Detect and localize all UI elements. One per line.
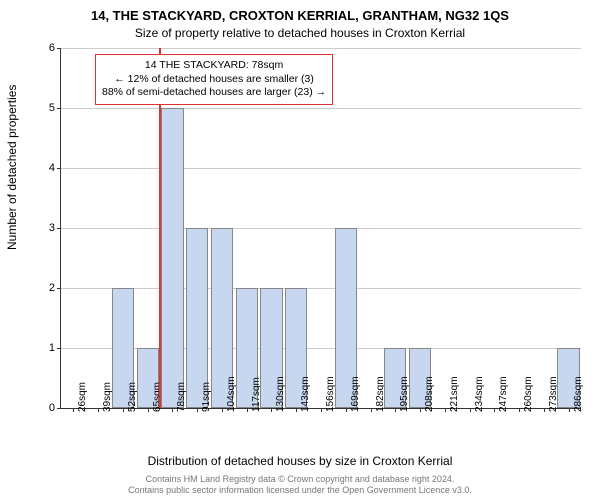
- xtick-label: 169sqm: [350, 376, 361, 412]
- xtick-mark: [371, 408, 372, 412]
- gridline: [61, 288, 581, 289]
- gridline: [61, 48, 581, 49]
- xtick-mark: [172, 408, 173, 412]
- ytick-mark: [57, 228, 61, 229]
- ytick-mark: [57, 288, 61, 289]
- xtick-label: 286sqm: [573, 376, 584, 412]
- xtick-mark: [470, 408, 471, 412]
- chart-footer: Contains HM Land Registry data © Crown c…: [0, 474, 600, 496]
- xtick-label: 234sqm: [474, 376, 485, 412]
- annotation-box: 14 THE STACKYARD: 78sqm ← 12% of detache…: [95, 54, 333, 105]
- ytick-mark: [57, 168, 61, 169]
- xtick-mark: [519, 408, 520, 412]
- annotation-line-3: 88% of semi-detached houses are larger (…: [102, 86, 326, 100]
- ytick-mark: [57, 408, 61, 409]
- gridline: [61, 108, 581, 109]
- xtick-mark: [321, 408, 322, 412]
- footer-line-2: Contains public sector information licen…: [0, 485, 600, 496]
- xtick-mark: [569, 408, 570, 412]
- xtick-mark: [222, 408, 223, 412]
- annotation-line-1: 14 THE STACKYARD: 78sqm: [102, 59, 326, 73]
- ytick-mark: [57, 348, 61, 349]
- xtick-mark: [296, 408, 297, 412]
- xtick-label: 260sqm: [523, 376, 534, 412]
- gridline: [61, 228, 581, 229]
- ytick-mark: [57, 108, 61, 109]
- ytick-mark: [57, 48, 61, 49]
- chart-container: 14, THE STACKYARD, CROXTON KERRIAL, GRAN…: [0, 0, 600, 500]
- xtick-mark: [73, 408, 74, 412]
- plot-area: 012345626sqm39sqm52sqm65sqm78sqm91sqm104…: [60, 48, 581, 409]
- bar: [161, 108, 183, 408]
- xtick-mark: [494, 408, 495, 412]
- xtick-mark: [271, 408, 272, 412]
- gridline: [61, 168, 581, 169]
- xtick-mark: [148, 408, 149, 412]
- xtick-mark: [247, 408, 248, 412]
- x-axis-label: Distribution of detached houses by size …: [0, 454, 600, 468]
- xtick-mark: [98, 408, 99, 412]
- xtick-mark: [420, 408, 421, 412]
- xtick-label: 247sqm: [498, 376, 509, 412]
- annotation-line-2: ← 12% of detached houses are smaller (3): [102, 73, 326, 87]
- xtick-label: 221sqm: [449, 376, 460, 412]
- xtick-mark: [445, 408, 446, 412]
- chart-title-sub: Size of property relative to detached ho…: [0, 26, 600, 40]
- footer-line-1: Contains HM Land Registry data © Crown c…: [0, 474, 600, 485]
- xtick-mark: [123, 408, 124, 412]
- xtick-label: 143sqm: [300, 376, 311, 412]
- chart-title-main: 14, THE STACKYARD, CROXTON KERRIAL, GRAN…: [0, 8, 600, 23]
- xtick-label: 26sqm: [77, 382, 88, 412]
- xtick-label: 208sqm: [424, 376, 435, 412]
- xtick-mark: [544, 408, 545, 412]
- xtick-mark: [395, 408, 396, 412]
- y-axis-label: Number of detached properties: [5, 85, 19, 250]
- xtick-mark: [346, 408, 347, 412]
- xtick-mark: [197, 408, 198, 412]
